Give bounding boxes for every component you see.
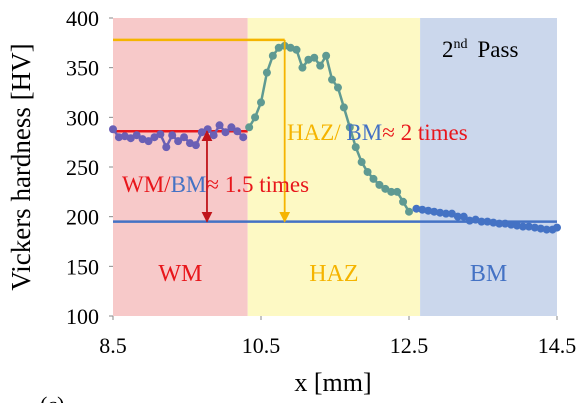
data-point [316,61,325,70]
y-tick-label: 100 [66,304,99,329]
x-tick-label: 14.5 [538,333,577,358]
data-point [345,123,354,132]
data-point [513,221,522,230]
data-point [292,45,301,54]
data-point [375,180,384,189]
data-point [339,103,348,112]
data-point [150,133,159,142]
data-point [381,184,390,193]
data-point [363,167,372,176]
data-point [126,134,135,143]
data-point [387,187,396,196]
y-tick-label: 400 [66,6,99,31]
data-point [442,209,450,218]
y-tick-label: 200 [66,205,99,230]
data-point [221,128,230,137]
data-point [501,219,510,228]
data-point [114,133,123,142]
data-point [328,75,337,84]
data-point [430,207,439,216]
data-point [298,63,307,72]
data-point [530,223,539,232]
x-axis-title: x [mm] [294,368,371,397]
region-label: WM [158,261,202,287]
pass-number: 2 [442,37,454,62]
annotation: WM/BM≈ 1.5 times [122,172,309,197]
data-point [180,133,189,142]
data-point [447,209,456,218]
data-point [257,98,265,107]
data-point [536,224,545,233]
annotation: HAZ/ BM≈ 2 times [287,120,468,145]
annotation-part: ≈ 2 times [382,120,468,145]
data-point [542,225,551,234]
data-point [168,131,177,140]
data-point [251,113,260,122]
data-point [436,208,445,217]
data-point [233,127,242,136]
data-point [132,131,141,140]
data-point [453,212,462,221]
pass-text: Pass [478,37,519,62]
data-point [495,219,504,228]
region-label: HAZ [309,261,358,287]
data-point [209,131,218,140]
data-point [459,212,468,221]
y-tick-label: 350 [66,56,99,81]
data-point [162,143,171,152]
data-point [191,141,200,150]
y-axis-title: Vickers hardness [HV] [6,43,36,290]
data-point [483,217,492,226]
data-point [227,123,236,132]
data-point [477,217,486,226]
y-tick-label: 300 [66,105,99,130]
y-tick-label: 150 [66,254,99,279]
annotation-part: HAZ/ [287,120,346,145]
data-point [351,143,360,152]
data-point [268,51,277,60]
pass-label: 2nd Pass [442,37,518,62]
data-point [310,53,319,62]
data-point [109,125,117,134]
data-point [156,130,165,139]
data-point [369,174,378,183]
pass-sup: nd [454,37,468,52]
region [113,18,248,316]
x-tick-label: 8.5 [99,333,127,358]
data-point [322,51,331,60]
region-label: BM [470,261,507,287]
data-point [333,83,342,92]
y-tick-label: 250 [66,155,99,180]
x-tick-label: 10.5 [242,333,281,358]
region [247,18,421,316]
data-point [418,205,427,214]
data-point [412,204,421,213]
data-point [393,187,402,196]
data-point [405,207,413,216]
data-point [518,222,527,231]
data-point [553,223,561,232]
data-point [465,216,474,225]
annotation-part: BM [346,120,382,145]
region [420,18,557,316]
data-point [215,121,224,130]
x-tick-label: 12.5 [390,333,429,358]
data-point [489,218,498,227]
annotation-part: WM/ [122,172,171,197]
data-point [144,137,153,146]
data-point [507,220,516,229]
data-point [174,137,183,146]
data-point [399,197,408,206]
panel-label: (c) [40,392,64,403]
data-point [424,206,433,215]
data-point [245,123,254,132]
data-point [357,158,366,167]
data-point [524,222,533,231]
annotation-part: ≈ 1.5 times [206,172,309,197]
data-point [239,133,248,142]
data-point [262,68,271,77]
annotation-part: BM [171,172,207,197]
